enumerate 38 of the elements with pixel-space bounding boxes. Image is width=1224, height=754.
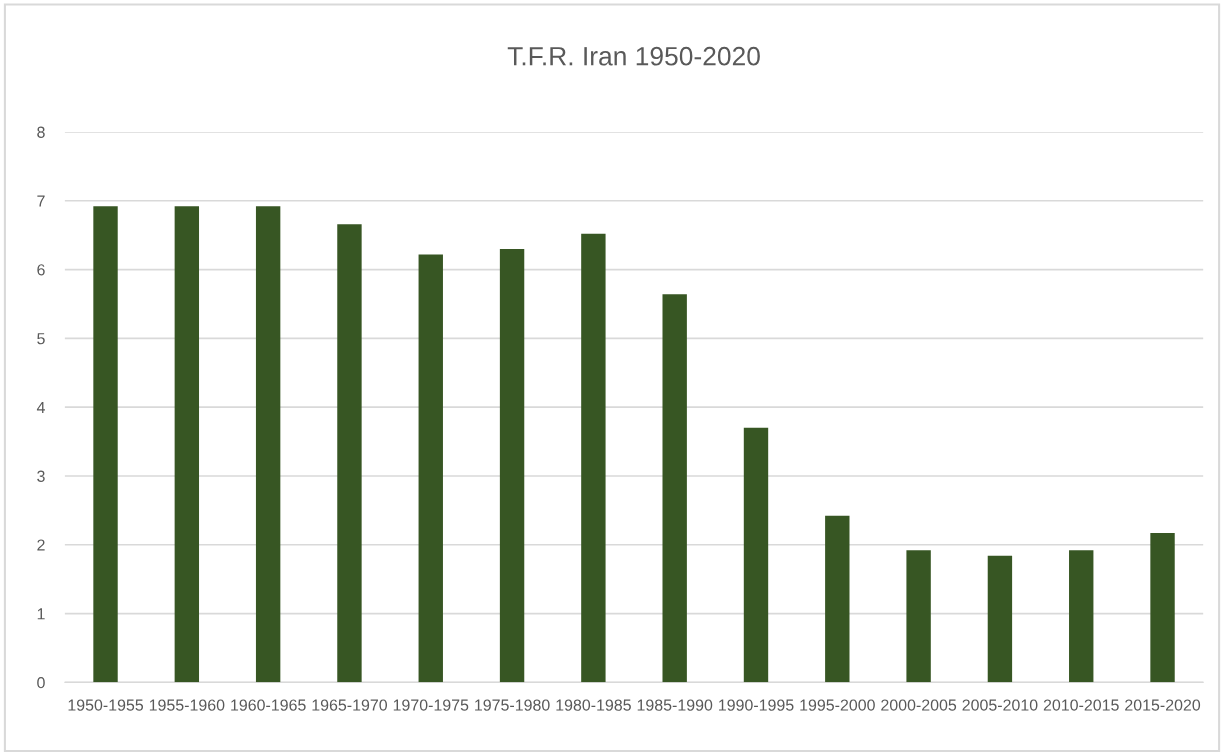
x-tick-label: 2005-2010 <box>962 699 1038 711</box>
bar <box>337 224 362 683</box>
bar <box>1150 533 1175 683</box>
x-tick-label: 1970-1975 <box>393 699 469 711</box>
y-tick-label: 6 <box>37 264 45 276</box>
y-tick-label: 7 <box>37 195 45 207</box>
bar <box>499 248 525 683</box>
x-tick-label: 1985-1990 <box>637 699 713 711</box>
y-tick-label: 5 <box>37 333 45 345</box>
y-tick-label: 0 <box>37 677 45 689</box>
y-tick-label: 1 <box>37 608 45 620</box>
x-tick-label: 1960-1965 <box>231 699 306 711</box>
chart-title: T.F.R. Iran 1950-2020 <box>507 46 760 66</box>
y-tick-label: 3 <box>37 470 45 482</box>
x-tick-label: 1980-1985 <box>556 699 631 711</box>
x-tick-label: 1990-1995 <box>719 699 794 711</box>
bar <box>581 233 606 683</box>
x-tick-label: 1995-2000 <box>800 699 875 711</box>
x-tick-label: 1950-1955 <box>68 699 144 711</box>
x-tick-label: 2000-2005 <box>881 699 957 711</box>
bar <box>1069 550 1094 683</box>
bar <box>174 206 200 683</box>
x-tick-label: 1975-1980 <box>475 699 550 711</box>
bar <box>418 254 443 683</box>
x-tick-label: 1955-1960 <box>149 699 225 711</box>
bar <box>906 550 931 683</box>
x-tick-label: 2015-2020 <box>1125 699 1201 711</box>
bar <box>255 206 281 683</box>
bar <box>662 294 687 683</box>
bar <box>743 427 769 683</box>
x-tick-label: 1965-1970 <box>312 699 388 711</box>
x-tick-label: 2010-2015 <box>1043 699 1119 711</box>
bar <box>825 515 850 683</box>
bar <box>93 206 118 683</box>
bar <box>987 555 1013 683</box>
y-tick-label: 8 <box>37 126 45 138</box>
y-tick-label: 2 <box>37 539 45 551</box>
y-tick-label: 4 <box>36 401 45 413</box>
